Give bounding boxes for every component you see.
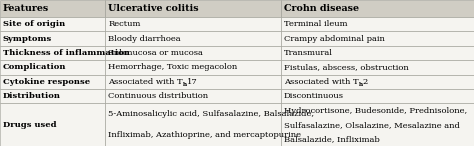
Text: Infliximab, Azathioprine, and mercaptopurine: Infliximab, Azathioprine, and mercaptopu… [108,131,301,139]
Bar [105,31,281,46]
Text: Distribution: Distribution [3,92,61,100]
Text: Hydrocortisone, Budesonide, Prednisolone,: Hydrocortisone, Budesonide, Prednisolone… [284,107,467,115]
Text: Ulcerative colitis: Ulcerative colitis [108,4,199,13]
Bar [0,89,105,104]
Text: Drugs used: Drugs used [3,121,56,129]
Bar [281,75,474,89]
Text: h: h [358,82,363,87]
Text: Associated with T: Associated with T [108,78,182,86]
Text: Rectum: Rectum [108,20,140,28]
Text: Associated with T: Associated with T [284,78,358,86]
Text: Terminal ileum: Terminal ileum [284,20,347,28]
Bar [0,31,105,46]
Bar [0,104,105,146]
Text: h: h [358,82,363,87]
Bar [281,104,474,146]
Text: Bloody diarrhoea: Bloody diarrhoea [108,34,181,42]
Text: Crohn disease: Crohn disease [284,4,359,13]
Text: 2: 2 [363,78,368,86]
Text: h: h [182,82,187,87]
Text: Continuous distribution: Continuous distribution [108,92,208,100]
Text: 17: 17 [187,78,198,86]
Bar [281,89,474,104]
Text: Balsalazide, Infliximab: Balsalazide, Infliximab [284,135,380,143]
Bar [0,75,105,89]
Text: Site of origin: Site of origin [3,20,65,28]
Text: Complication: Complication [3,63,66,71]
Bar [105,46,281,60]
Bar [105,104,281,146]
Bar [0,17,105,31]
Text: Discontinuous: Discontinuous [284,92,344,100]
Bar [281,46,474,60]
Text: Features: Features [3,4,49,13]
Bar [105,75,281,89]
Bar [105,0,281,17]
Bar [281,60,474,75]
Bar [281,17,474,31]
Bar [0,0,105,17]
Text: Transmural: Transmural [284,49,333,57]
Bar [0,46,105,60]
Text: Crampy abdominal pain: Crampy abdominal pain [284,34,385,42]
Bar [105,89,281,104]
Text: Cytokine response: Cytokine response [3,78,90,86]
Text: h: h [182,82,187,87]
Bar [105,17,281,31]
Text: Fistulas, abscess, obstruction: Fistulas, abscess, obstruction [284,63,409,71]
Text: Symptoms: Symptoms [3,34,52,42]
Bar [281,0,474,17]
Text: Hemorrhage, Toxic megacolon: Hemorrhage, Toxic megacolon [108,63,237,71]
Text: Submucosa or mucosa: Submucosa or mucosa [108,49,203,57]
Bar [0,60,105,75]
Text: Sulfasalazine, Olsalazine, Mesalazine and: Sulfasalazine, Olsalazine, Mesalazine an… [284,121,460,129]
Bar [105,60,281,75]
Bar [281,31,474,46]
Text: 5-Aminosalicylic acid, Sulfasalazine, Balsalazide,: 5-Aminosalicylic acid, Sulfasalazine, Ba… [108,110,314,118]
Text: Thickness of inflammation: Thickness of inflammation [3,49,130,57]
